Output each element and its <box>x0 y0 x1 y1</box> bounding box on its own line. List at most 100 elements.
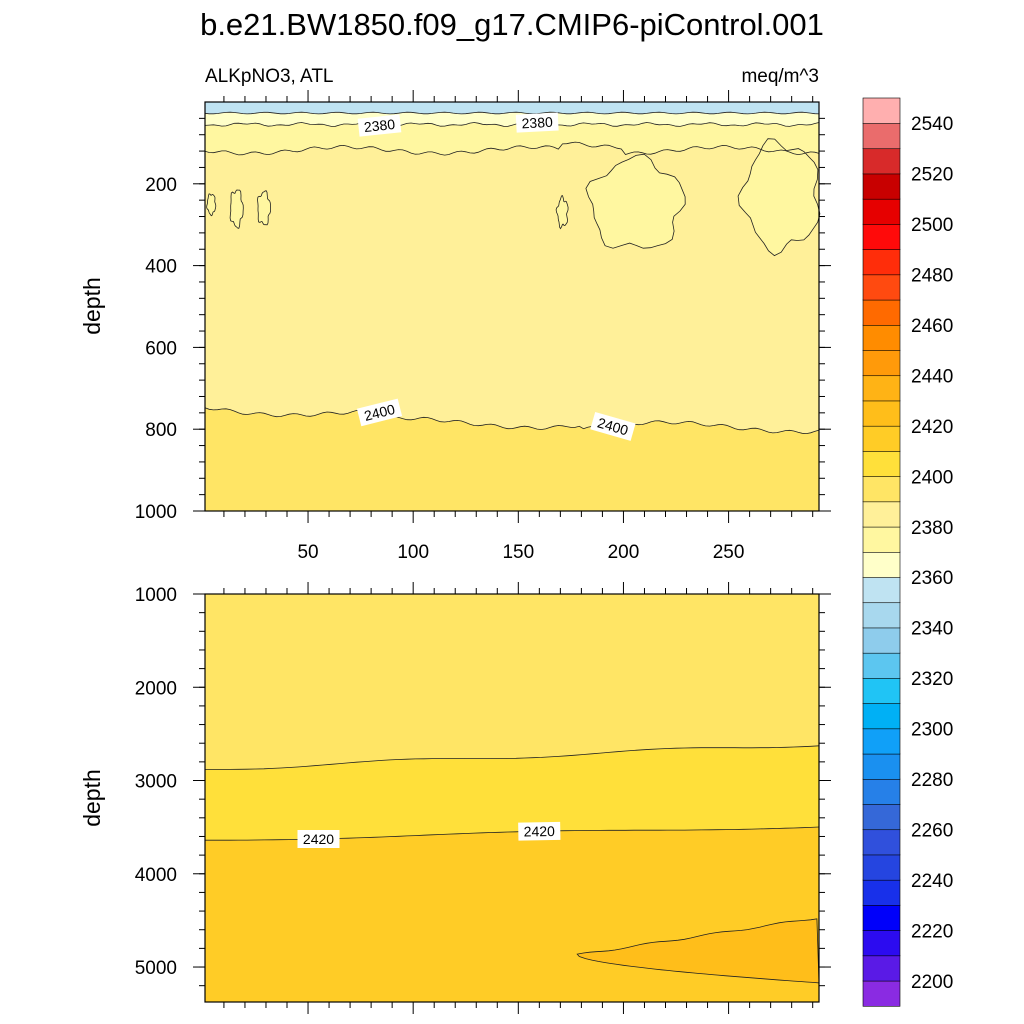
colorbar-box <box>862 299 901 326</box>
contour-line-2410 <box>205 745 820 770</box>
y-tick-label: 200 <box>145 175 177 196</box>
colorbar-box <box>862 652 901 679</box>
colorbar-box <box>862 703 901 730</box>
colorbar-box <box>862 400 901 427</box>
colorbar-label: 2380 <box>911 518 953 539</box>
contour-label-b-text: 2380 <box>521 114 553 132</box>
colorbar-label: 2420 <box>911 417 953 438</box>
contour-label-c: 2400 <box>356 398 403 427</box>
contour-line-2370 <box>204 111 820 115</box>
y-tick-label: 1000 <box>135 585 177 606</box>
colorbar-label: 2320 <box>911 669 953 690</box>
contour-label-c-text: 2400 <box>362 401 396 424</box>
upper-band-2390 <box>205 142 819 434</box>
upper-band-surface <box>205 102 819 114</box>
x-tick-labels: 50 100 150 200 250 <box>297 542 744 563</box>
lower-depth-panel: 2420 2420 1000 2000 3000 4000 5000 depth <box>79 582 831 1014</box>
contour-line-2400 <box>204 407 820 435</box>
colorbar-label: 2280 <box>911 770 953 791</box>
contour-line-2390 <box>204 141 820 156</box>
lower-band-2400 <box>205 594 819 770</box>
chart-title: b.e21.BW1850.f09_g17.CMIP6-piControl.001 <box>200 7 824 42</box>
colorbar-label: 2500 <box>911 215 953 236</box>
colorbar-box <box>862 728 901 755</box>
contour-label-f: 2420 <box>518 821 561 841</box>
colorbar-label: 2240 <box>911 871 953 892</box>
contour-label-e-text: 2420 <box>303 831 334 847</box>
colorbar-box <box>862 955 901 982</box>
upper-patch-5 <box>737 138 821 257</box>
colorbar-box <box>862 803 901 831</box>
upper-panel-ticks <box>193 90 831 523</box>
colorbar-box <box>862 627 901 654</box>
colorbar: 2200 2220 2240 2260 2280 2300 2320 2340 2360 2380… <box>862 97 953 1007</box>
colorbar-box <box>862 904 901 931</box>
colorbar-box <box>862 122 901 150</box>
upper-panel-frame <box>204 101 820 512</box>
lower-panel-y-tick-labels: 1000 2000 3000 4000 5000 <box>135 585 177 979</box>
colorbar-box <box>862 349 901 377</box>
colorbar-box <box>862 930 901 957</box>
units-label: meq/m^3 <box>741 66 819 87</box>
colorbar-box <box>862 324 901 351</box>
colorbar-box <box>862 198 901 225</box>
colorbar-box <box>862 223 901 250</box>
colorbar-label: 2260 <box>911 820 953 841</box>
x-tick-label: 50 <box>297 542 318 563</box>
contour-label-a: 2380 <box>357 114 402 137</box>
colorbar-box <box>862 249 901 276</box>
lower-band-2410 <box>205 745 819 841</box>
lower-panel-ticks <box>193 582 831 1014</box>
colorbar-box <box>862 576 901 604</box>
upper-patch-1 <box>229 189 244 229</box>
lower-panel-contour-labels: 2420 2420 <box>297 821 561 848</box>
contour-line-2380 <box>204 122 820 127</box>
colorbar-box <box>862 602 901 629</box>
y-tick-label: 800 <box>145 420 177 441</box>
colorbar-box <box>862 274 901 301</box>
upper-panel-y-tick-labels: 200 400 600 800 1000 <box>135 175 177 523</box>
y-tick-label: 1000 <box>135 502 177 523</box>
colorbar-box <box>862 879 901 906</box>
upper-band-2380 <box>205 122 819 156</box>
colorbar-label: 2460 <box>911 316 953 337</box>
colorbar-box <box>862 375 901 402</box>
colorbar-label: 2300 <box>911 720 953 741</box>
colorbar-box <box>862 97 901 124</box>
contour-label-f-text: 2420 <box>524 823 556 840</box>
x-tick-label: 100 <box>397 542 429 563</box>
y-tick-label: 4000 <box>135 865 177 886</box>
x-tick-label: 200 <box>608 542 640 563</box>
colorbar-label: 2220 <box>911 921 953 942</box>
colorbar-label: 2520 <box>911 165 953 186</box>
colorbar-box <box>862 980 901 1007</box>
upper-patch-6 <box>206 193 217 217</box>
colorbar-box <box>862 148 901 175</box>
x-tick-label: 250 <box>713 542 745 563</box>
colorbar-box <box>862 551 901 578</box>
colorbar-box <box>862 854 901 881</box>
upper-band-2400 <box>205 407 819 511</box>
colorbar-label: 2360 <box>911 568 953 589</box>
upper-patch-3 <box>585 153 686 249</box>
upper-panel-contour-lines <box>204 111 820 435</box>
colorbar-label: 2540 <box>911 114 953 135</box>
colorbar-box <box>862 526 901 553</box>
contour-label-a-text: 2380 <box>363 116 396 135</box>
y-tick-label: 600 <box>145 338 177 359</box>
colorbar-box <box>862 450 901 477</box>
y-tick-label: 3000 <box>135 772 177 793</box>
colorbar-box <box>862 173 901 200</box>
y-tick-label: 2000 <box>135 678 177 699</box>
colorbar-box <box>862 425 901 452</box>
colorbar-box <box>862 476 901 503</box>
x-tick-label: 150 <box>502 542 534 563</box>
colorbar-label: 2200 <box>911 972 953 993</box>
upper-panel-fills <box>205 102 821 511</box>
y-tick-label: 400 <box>145 257 177 278</box>
y-tick-label: 5000 <box>135 958 177 979</box>
upper-patch-4 <box>555 195 569 230</box>
colorbar-box <box>862 501 901 528</box>
